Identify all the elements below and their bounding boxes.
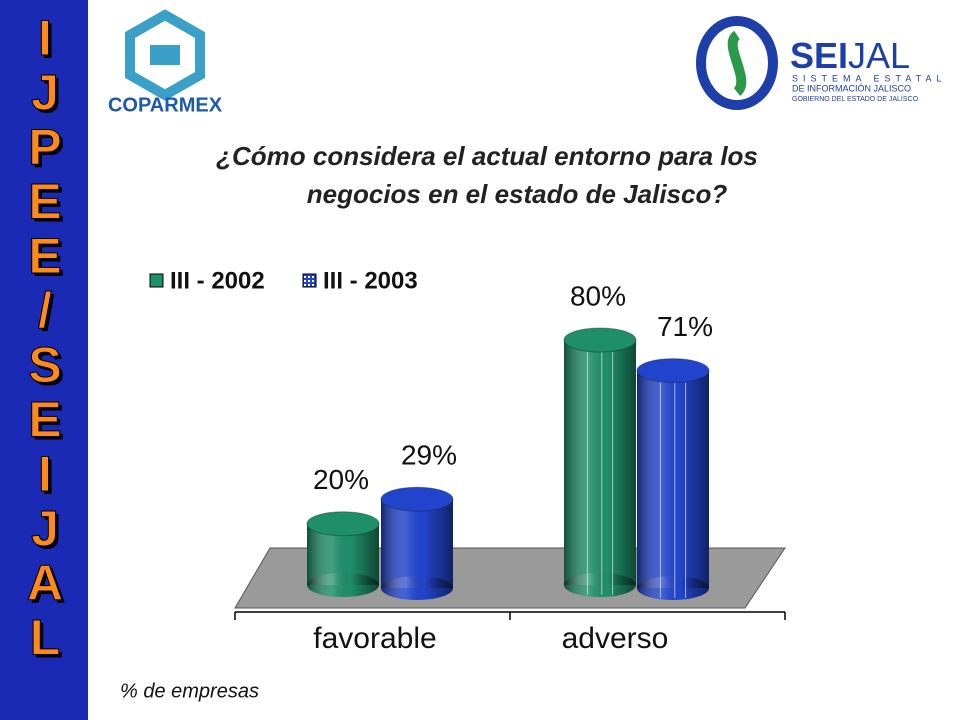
bar-top [306, 511, 380, 537]
sidebar-letter: A [27, 555, 63, 611]
value-label: 80% [570, 280, 626, 311]
logo-subtext: GOBIERNO DEL ESTADO DE JALISCO [792, 96, 919, 103]
chart-title: ¿Cómo considera el actual entorno para l… [216, 141, 758, 171]
logo-subtext: DE INFORMACIÓN JALISCO [792, 83, 911, 93]
bar-shade [564, 340, 636, 585]
logo-text: SEIJAL [790, 35, 910, 76]
legend-label: III - 2002 [170, 267, 265, 294]
sidebar-letter: E [28, 174, 61, 230]
sidebar-letter-shadow: A [30, 558, 66, 614]
bar-shade [381, 499, 453, 588]
value-label: 29% [401, 440, 457, 471]
sidebar-letter: P [28, 119, 61, 175]
sidebar-letter: I [38, 10, 52, 66]
sidebar-letter-shadow: S [31, 340, 64, 396]
bar-top [380, 486, 454, 512]
bar-bottom-shade [381, 576, 453, 600]
seijal-logo: SEIJAL SISTEMA ESTATAL DE INFORMACIÓN JA… [696, 16, 947, 110]
coparmex-logo: COPARMEX [108, 9, 223, 116]
sidebar-letter: J [31, 65, 59, 121]
sidebar-letter-shadow: I [41, 449, 55, 505]
bar [380, 486, 454, 600]
logo-shape [150, 45, 180, 65]
bar-bottom-shade [637, 576, 709, 600]
bar-bottom-shade [307, 573, 379, 597]
value-label: 20% [313, 464, 369, 495]
logo-bold: SEI [790, 35, 848, 76]
bar [306, 511, 380, 597]
legend-label: III - 2003 [323, 267, 418, 294]
sidebar-letter-shadow: J [34, 504, 62, 560]
logo-shape [727, 30, 747, 96]
sidebar-letter: I [38, 446, 52, 502]
sidebar-letter-shadow: E [31, 177, 64, 233]
bar-shade [637, 370, 709, 588]
x-tick-label: favorable [313, 622, 436, 655]
sidebar-letter: / [38, 283, 52, 339]
sidebar-letter-shadow: / [41, 286, 55, 342]
chart-title: negocios en el estado de Jalisco? [307, 179, 728, 209]
bar [636, 358, 710, 600]
sidebar-letter: E [28, 392, 61, 448]
sidebar-letter-shadow: I [41, 13, 55, 69]
sidebar-letter-shadow: L [33, 613, 64, 669]
logo-subtext: SISTEMA ESTATAL [792, 73, 947, 83]
legend-swatch [149, 273, 164, 288]
sidebar [0, 0, 88, 720]
x-tick-label: adverso [562, 622, 669, 655]
sidebar-letter-shadow: J [34, 68, 62, 124]
bar [563, 327, 637, 597]
logo-shape [125, 9, 205, 101]
sidebar-letter-shadow: P [31, 122, 64, 178]
sidebar-letter: J [31, 501, 59, 557]
bar-bottom-shade [564, 573, 636, 597]
sidebar-letter: E [28, 228, 61, 284]
sidebar-letter: L [30, 610, 61, 666]
bar-top [563, 327, 637, 353]
legend-swatch [302, 273, 317, 288]
logo-light: JAL [848, 35, 910, 76]
bar-top [636, 358, 710, 384]
sidebar-letter-shadow: E [31, 395, 64, 451]
value-label: 71% [657, 311, 713, 342]
footnote: % de empresas [120, 680, 259, 702]
logo-text: COPARMEX [108, 94, 223, 116]
logo-shape [696, 16, 778, 110]
sidebar-letter: S [28, 337, 61, 393]
sidebar-letter-shadow: E [31, 231, 64, 287]
